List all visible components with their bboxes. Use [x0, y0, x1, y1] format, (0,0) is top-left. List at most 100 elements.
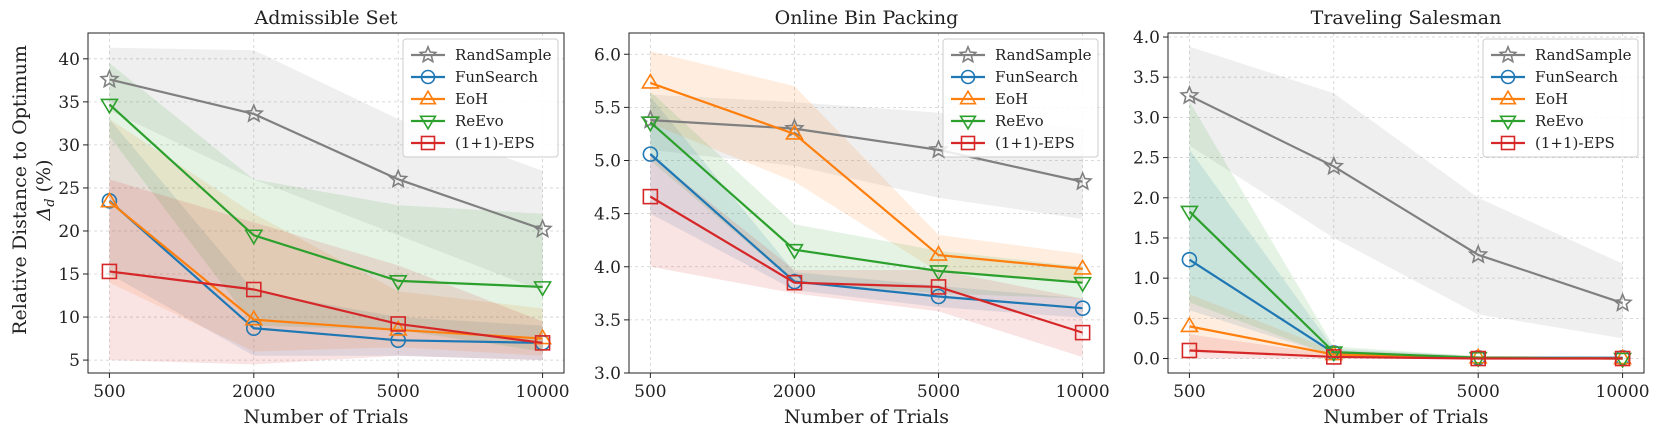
panel-title: Online Bin Packing	[775, 7, 959, 29]
y-tick-label: 2.5	[1133, 149, 1160, 169]
legend: RandSample FunSearch EoH ReEvo (1+1)-EPS	[1482, 38, 1639, 158]
legend-entry-randsample: RandSample	[951, 44, 1092, 64]
series-line-randsample	[109, 78, 543, 231]
point-eoh-2000	[244, 309, 264, 326]
x-tick-label: 500	[93, 382, 125, 402]
series-line-funsearch	[108, 200, 543, 344]
point-randsample-10000	[1612, 292, 1633, 312]
point-reevo-2000	[244, 229, 264, 246]
point-1-1-eps-500	[101, 263, 118, 280]
point-randsample-2000	[1323, 155, 1345, 176]
legend-label: RandSample	[1535, 46, 1632, 64]
point-randsample-500	[99, 68, 120, 89]
series-line-1-1-eps	[649, 195, 1083, 334]
y-tick-label: 30	[58, 136, 80, 156]
legend-box	[942, 38, 1099, 158]
legend-marker-funsearch	[1500, 69, 1516, 85]
legend-entry-reevo: ReEvo	[1491, 112, 1584, 131]
band-1-1-eps	[650, 155, 1083, 358]
point-1-1-eps-10000	[534, 335, 551, 351]
legend-marker-reevo	[1499, 115, 1517, 131]
legend-entry-funsearch: FunSearch	[411, 68, 538, 86]
x-tick-label: 10000	[1056, 382, 1110, 402]
x-tick-label: 5000	[917, 382, 960, 402]
series-randsample	[99, 68, 553, 239]
plot-frame	[628, 32, 1105, 374]
panel-title: Traveling Salesman	[1311, 7, 1502, 29]
point-eoh-10000	[533, 328, 552, 345]
y-tick-label: 4.5	[594, 205, 621, 225]
series-line-eoh	[650, 81, 1083, 270]
point-reevo-500	[1180, 205, 1199, 222]
legend-label: EoH	[455, 90, 488, 108]
legend-label: (1+1)-EPS	[995, 134, 1075, 152]
y-tick-label: 5.5	[594, 98, 621, 118]
point-reevo-500	[640, 116, 660, 133]
point-reevo-10000	[1073, 276, 1093, 293]
point-randsample-2000	[784, 117, 805, 138]
legend-label: EoH	[995, 90, 1028, 108]
legend-entry-reevo: ReEvo	[411, 112, 504, 131]
legend-marker-reevo	[959, 115, 977, 131]
legend-marker-eoh	[1499, 89, 1517, 105]
legend-marker-randsample	[418, 44, 438, 64]
point-eoh-500	[1180, 316, 1199, 333]
point-reevo-2000	[785, 243, 804, 260]
point-eoh-10000	[1613, 348, 1632, 365]
legend-label: (1+1)-EPS	[1535, 134, 1615, 152]
confidence-bands	[1189, 46, 1623, 359]
y-tick-label: 3.5	[594, 311, 621, 331]
band-randsample	[1189, 46, 1623, 339]
point-1-1-eps-10000	[1614, 350, 1631, 367]
legend-entry-randsample: RandSample	[411, 44, 552, 64]
chart-panel-admissible-set: 5 10 15 20 25 30 35 40 500 2000 5000 10000 Admissibl…	[58, 7, 569, 428]
band-1-1-eps	[1189, 334, 1623, 359]
point-randsample-500	[1179, 84, 1200, 105]
y-tick-label: 3.5	[1133, 68, 1160, 88]
y-tick-label: 5	[69, 351, 80, 371]
point-funsearch-10000	[1074, 300, 1091, 316]
chart-panel-online-bin-packing: 3.0 3.5 4.0 4.5 5.0 5.5 6.0 500 2000 5000 10000 Onl…	[594, 7, 1110, 428]
y-tick-label: 20	[58, 222, 80, 242]
legend-label: ReEvo	[1535, 112, 1584, 130]
band-reevo	[109, 63, 543, 352]
legend-marker-randsample	[1498, 44, 1518, 64]
point-1-1-eps-5000	[930, 279, 947, 295]
y-tick-label: 6.0	[594, 45, 621, 65]
legend-box	[1482, 38, 1639, 158]
legend-entry-randsample: RandSample	[1491, 44, 1632, 64]
legend-entry-funsearch: FunSearch	[951, 68, 1078, 86]
point-1-1-eps-2000	[786, 274, 803, 291]
y-tick-label: 2.0	[1133, 189, 1160, 209]
band-eoh	[650, 51, 1083, 283]
series-reevo	[100, 98, 552, 297]
band-funsearch	[109, 119, 543, 361]
series-line-1-1-eps	[109, 270, 543, 344]
legend-label: FunSearch	[455, 68, 538, 86]
legend-marker-eoh	[419, 89, 437, 105]
y-axis-delta-subscript: d	[43, 198, 58, 206]
band-funsearch	[1189, 149, 1623, 359]
legend-label: EoH	[1535, 90, 1568, 108]
x-tick-label: 5000	[377, 382, 420, 402]
chart-panels: 5 10 15 20 25 30 35 40 500 2000 5000 10000 Admissibl…	[58, 7, 1649, 428]
point-1-1-eps-10000	[1074, 324, 1091, 341]
y-axis-title-line2: Δd (%)	[33, 160, 58, 222]
series-line-1-1-eps	[1189, 349, 1623, 360]
plot-frame	[1167, 32, 1645, 374]
legend-marker-1-1-eps	[420, 135, 436, 151]
x-tick-label: 2000	[232, 382, 275, 402]
x-tick-label: 5000	[1457, 382, 1500, 402]
legend: RandSample FunSearch EoH ReEvo (1+1)-EPS	[402, 38, 559, 158]
point-reevo-10000	[533, 281, 552, 297]
y-tick-label: 1.0	[1133, 269, 1160, 289]
point-randsample-10000	[1072, 170, 1093, 191]
series-1-1-eps	[642, 188, 1091, 341]
point-funsearch-500	[1181, 251, 1198, 268]
point-funsearch-5000	[390, 332, 406, 349]
legend-marker-funsearch	[960, 69, 976, 85]
series-1-1-eps	[101, 263, 551, 351]
band-randsample	[109, 47, 543, 292]
band-eoh	[1189, 294, 1623, 359]
y-tick-label: 25	[58, 179, 80, 199]
